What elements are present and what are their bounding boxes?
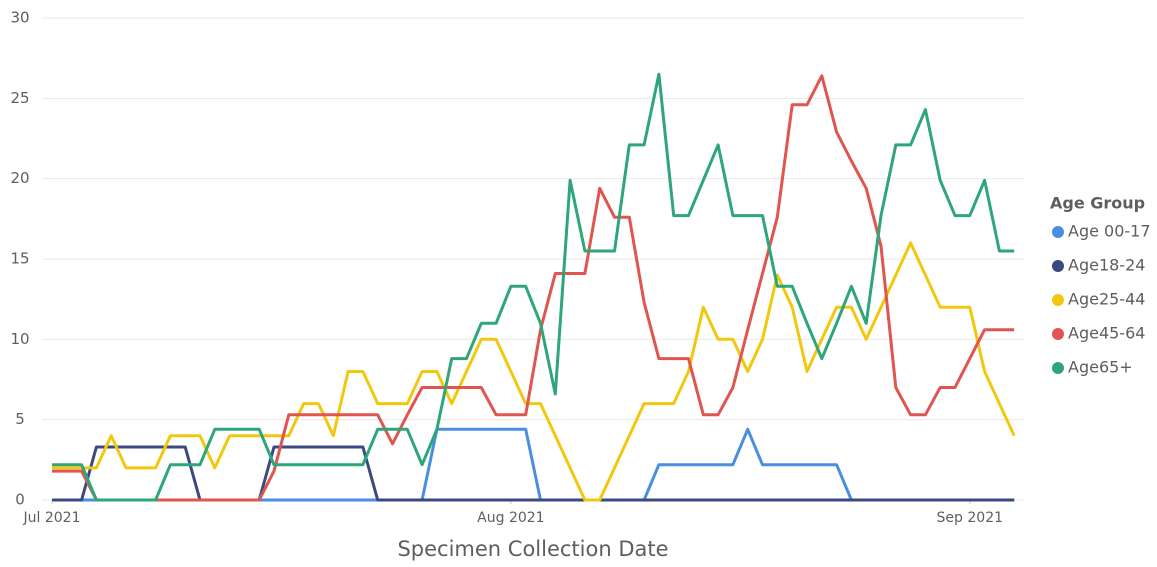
series-line: [52, 241, 1016, 502]
x-tick-label: Sep 2021: [937, 510, 1003, 526]
x-tick-label: Aug 2021: [477, 510, 544, 526]
series-line: [52, 74, 1015, 502]
legend-marker: [1052, 260, 1064, 272]
y-tick-label: 30: [10, 9, 29, 27]
legend-marker: [1052, 226, 1064, 238]
legend-label: Age65+: [1068, 358, 1133, 377]
series-line: [52, 445, 1015, 502]
legend-label: Age18-24: [1068, 256, 1145, 275]
y-tick-label: 15: [10, 250, 29, 268]
legend-label: Age 00-17: [1068, 222, 1151, 241]
y-tick-label: 0: [15, 491, 25, 509]
legend-label: Age45-64: [1068, 324, 1145, 343]
y-tick-label: 10: [10, 330, 29, 348]
x-tick-label: Jul 2021: [23, 510, 81, 526]
legend-marker: [1052, 362, 1064, 374]
legend-marker: [1052, 328, 1064, 340]
y-tick-label: 20: [10, 169, 29, 187]
legend-label: Age25-44: [1068, 290, 1145, 309]
legend-marker: [1052, 294, 1064, 306]
legend-title: Age Group: [1050, 194, 1145, 213]
series-line: [52, 72, 1015, 502]
y-tick-label: 25: [10, 89, 29, 107]
x-axis-title: Specimen Collection Date: [397, 537, 668, 561]
y-tick-label: 5: [15, 410, 25, 428]
